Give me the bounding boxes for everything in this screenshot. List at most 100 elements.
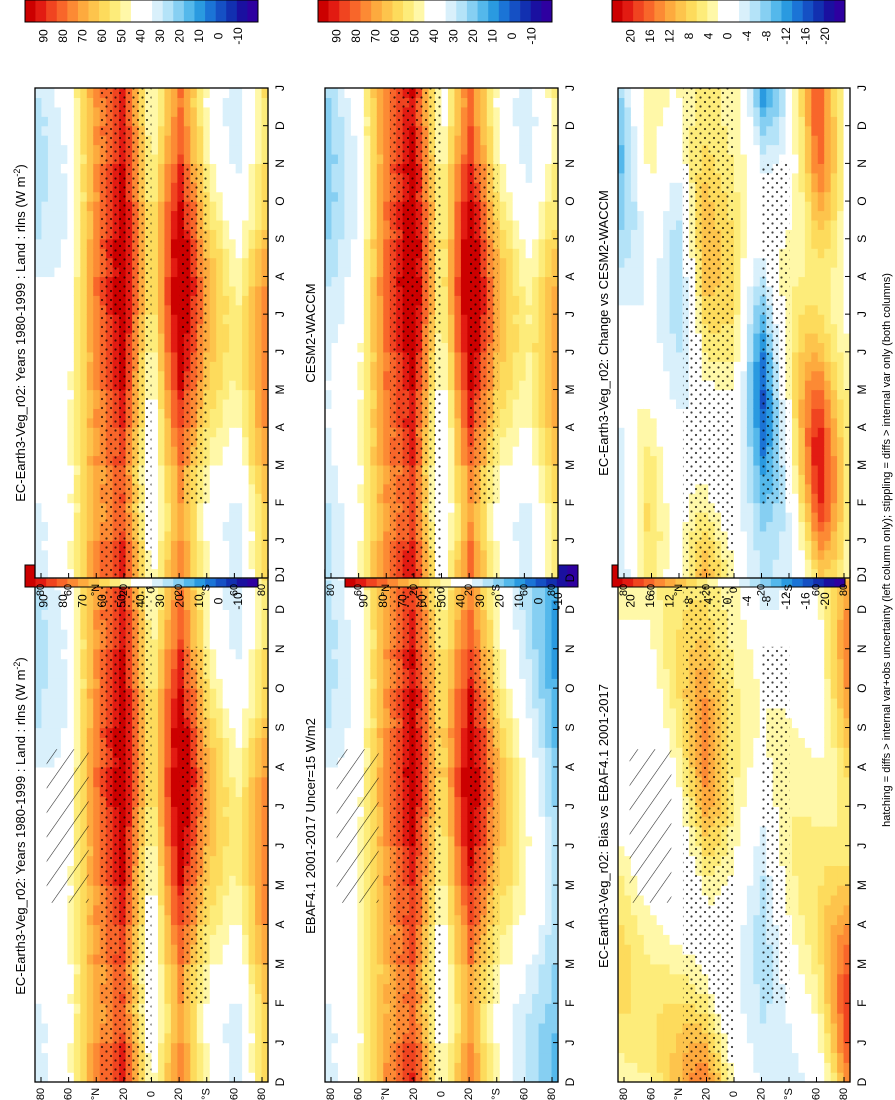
heat-cell: [216, 304, 224, 315]
heat-cell: [93, 304, 101, 315]
heat-cell: [376, 1032, 384, 1044]
heat-cell: [151, 257, 159, 268]
heat-cell: [93, 502, 101, 513]
heat-cell: [441, 806, 449, 817]
heat-cell: [73, 163, 81, 174]
heat-cell: [164, 1003, 172, 1014]
heat-cell: [41, 436, 49, 447]
heat-cell: [164, 530, 172, 541]
heat-cell: [80, 924, 88, 935]
heat-cell: [235, 589, 243, 601]
heat-cell: [93, 417, 101, 428]
heat-cell: [35, 973, 43, 985]
heat-cell: [86, 826, 94, 837]
heat-cell: [248, 248, 256, 259]
heat-cell: [47, 493, 56, 504]
heat-cell: [67, 549, 75, 560]
heat-cell: [255, 826, 263, 837]
heat-cell: [447, 973, 456, 985]
heat-cell: [157, 766, 166, 778]
heat-cell: [454, 973, 462, 985]
colorbar: 90 80 70 60 50 40 30 20 10 0 -10: [24, 0, 259, 45]
heat-cell: [235, 521, 243, 532]
heat-cell: [454, 717, 462, 729]
heat-cell: [151, 229, 159, 240]
heat-cell: [86, 638, 94, 650]
heat-cell: [157, 172, 166, 183]
month-label: O: [273, 196, 287, 205]
heat-cell: [67, 163, 75, 174]
heat-cell: [60, 954, 68, 965]
heat-cell: [190, 135, 198, 146]
heat-cell: [255, 579, 263, 591]
heat-cell: [229, 599, 237, 610]
month-label: J: [273, 311, 287, 317]
heat-cell: [80, 521, 88, 532]
heat-cell: [177, 559, 185, 570]
heat-cell: [248, 727, 256, 738]
heat-cell: [164, 835, 172, 847]
heat-cell: [170, 599, 178, 610]
heat-cell: [151, 163, 159, 174]
heat-cell: [151, 540, 159, 551]
heat-cell: [222, 855, 230, 866]
heat-cell: [35, 474, 43, 485]
heat-cell: [242, 446, 250, 457]
heat-cell: [261, 816, 269, 827]
heat-cell: [151, 757, 159, 768]
heat-cell: [229, 97, 237, 108]
heat-cell: [67, 502, 75, 513]
heat-cell: [350, 717, 358, 729]
heat-cell: [67, 238, 75, 249]
heat-cell: [350, 648, 358, 660]
heat-cell: [190, 638, 198, 650]
heat-cell: [350, 678, 358, 689]
colorbar-swatch: [141, 0, 153, 22]
heat-cell: [383, 1003, 391, 1014]
heat-cell: [35, 619, 43, 630]
heat-cell: [170, 954, 178, 965]
heat-cell: [67, 295, 75, 306]
heat-cell: [157, 1032, 166, 1044]
heat-cell: [47, 707, 56, 719]
heat-cell: [216, 885, 224, 896]
heat-cell: [47, 668, 56, 679]
heat-cell: [363, 648, 371, 660]
lat-label: 80: [35, 1088, 47, 1100]
heat-cell: [93, 116, 101, 127]
heat-cell: [41, 333, 49, 344]
heat-cell: [209, 934, 217, 945]
panel-title: EC-Earth3-Veg_r02: Years 1980-1999 : Lan…: [12, 657, 28, 995]
heat-cell: [255, 144, 263, 155]
heat-cell: [170, 747, 178, 758]
heat-cell: [164, 806, 172, 817]
heat-cell: [222, 342, 230, 353]
heat-cell: [222, 559, 230, 570]
heat-cell: [177, 1042, 185, 1054]
heat-cell: [151, 530, 159, 541]
heat-cell: [93, 924, 101, 935]
heat-cell: [325, 629, 333, 640]
heat-cell: [203, 135, 211, 146]
heat-cell: [35, 323, 43, 334]
heat-cell: [248, 153, 256, 164]
heat-cell: [164, 135, 172, 146]
heat-cell: [235, 737, 243, 748]
heat-cell: [222, 135, 230, 146]
heat-cell: [248, 1003, 256, 1014]
heat-cell: [157, 210, 166, 221]
heat-cell: [447, 1062, 456, 1073]
heat-cell: [242, 1032, 250, 1044]
heat-cell: [209, 172, 217, 183]
heat-cell: [35, 163, 43, 174]
heat-cell: [216, 619, 224, 630]
heat-cell: [242, 191, 250, 202]
heat-cell: [170, 370, 178, 381]
heat-cell: [47, 172, 56, 183]
colorbar-swatch: [226, 0, 238, 22]
heat-cell: [209, 1052, 217, 1063]
heat-cell: [229, 776, 237, 788]
heat-cell: [229, 106, 237, 117]
heat-cell: [73, 314, 81, 325]
colorbar-label: 20: [173, 29, 187, 43]
